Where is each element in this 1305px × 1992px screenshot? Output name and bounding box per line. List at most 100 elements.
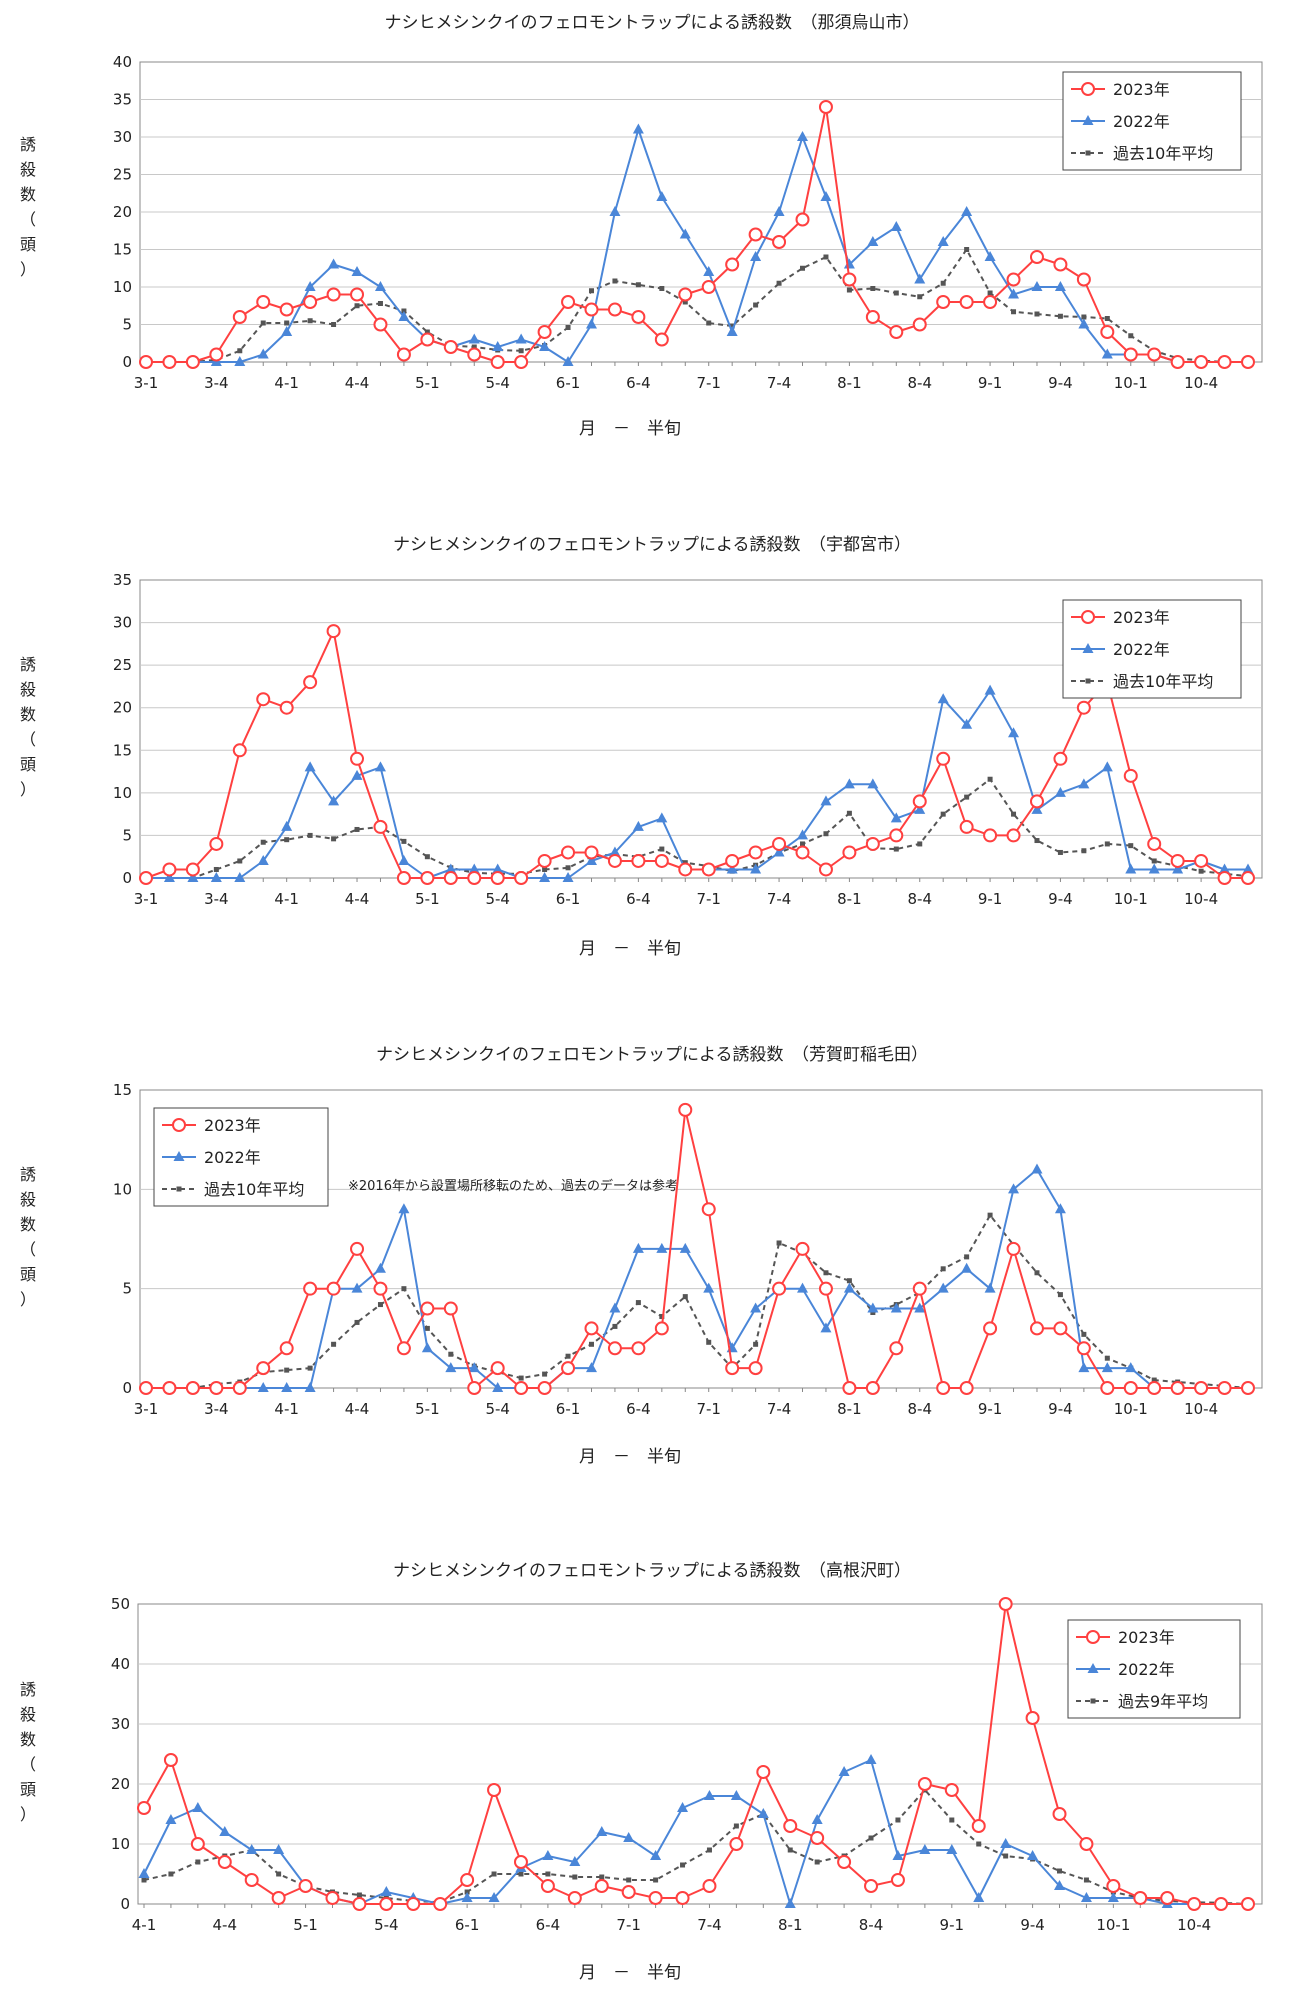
x-axis-label: 月 － 半旬 (579, 939, 681, 959)
legend-label-average: 過去10年平均 (1113, 672, 1213, 691)
data-point (351, 769, 363, 780)
data-point (584, 845, 599, 860)
x-tick-label: 5-1 (415, 1400, 440, 1418)
data-point (890, 221, 902, 231)
data-point (163, 1753, 178, 1767)
data-point (650, 1850, 662, 1860)
data-point (213, 866, 219, 872)
data-point (964, 1254, 970, 1260)
data-point (1008, 1183, 1020, 1194)
data-point (843, 778, 855, 789)
data-point (281, 326, 293, 336)
data-point (811, 1814, 823, 1824)
data-point (868, 1835, 874, 1841)
x-tick-label: 8-4 (859, 1916, 884, 1934)
data-point (138, 1868, 150, 1878)
data-point (870, 286, 876, 291)
data-point (539, 872, 551, 882)
chart-title: ナシヒメシンクイのフェロモントラップによる誘殺数 （那須烏山市） (385, 13, 920, 33)
series-lines (139, 624, 1255, 885)
data-point (1100, 1381, 1115, 1395)
x-axis-ticks: 3-1 3-4 4-1 4-4 5-1 5-4 6-1 6-4 7-1 7-4 8-1 8-4 9-1 9… (134, 1388, 1249, 1418)
data-point (545, 1871, 551, 1877)
data-point (612, 1323, 618, 1329)
data-point (757, 1808, 769, 1818)
legend-symbol-2023 (1071, 610, 1105, 624)
x-tick-label: 4-4 (213, 1916, 238, 1934)
data-point (1160, 1891, 1175, 1905)
data-point (1125, 1362, 1137, 1373)
data-point (959, 819, 974, 834)
data-point (937, 1282, 949, 1293)
data-point (1151, 858, 1157, 864)
data-point (588, 288, 594, 294)
data-point (682, 1294, 688, 1300)
data-point (917, 294, 923, 300)
data-point (424, 329, 430, 335)
data-point (406, 1897, 421, 1911)
x-tick-label: 3-4 (204, 890, 229, 908)
data-point (846, 1278, 852, 1284)
data-point (1217, 1381, 1232, 1395)
x-tick-label: 4-1 (274, 890, 299, 908)
data-point (518, 1871, 524, 1877)
data-point (401, 1286, 407, 1292)
data-point (1147, 1381, 1162, 1395)
x-tick-label: 6-4 (626, 374, 651, 392)
x-tick-label: 5-4 (485, 1400, 510, 1418)
data-point (1081, 1331, 1087, 1337)
x-tick-label: 7-1 (616, 1916, 641, 1934)
data-point (912, 317, 927, 332)
legend-marker (176, 1186, 182, 1192)
data-point (961, 1262, 973, 1273)
chart-utsunomiya: ナシヒメシンクイのフェロモントラップによる誘殺数 （宇都宮市） 0 5 10 15 20… (20, 535, 1263, 959)
data-point (445, 1362, 457, 1373)
data-point (232, 1381, 247, 1395)
data-point (162, 1381, 177, 1395)
data-point (784, 1898, 796, 1908)
data-point (654, 1321, 669, 1336)
data-point (328, 795, 340, 806)
data-point (659, 286, 665, 291)
data-point (219, 1826, 231, 1836)
data-point (1053, 751, 1068, 766)
y-label-char: 殺 (20, 1705, 36, 1724)
chart-title: ナシヒメシンクイのフェロモントラップによる誘殺数 （高根沢町） (393, 1561, 911, 1581)
data-point (607, 1341, 622, 1356)
data-point (837, 1855, 852, 1869)
y-tick-label: 40 (113, 53, 132, 71)
legend-label-2022: 2022年 (1113, 640, 1170, 659)
data-point (162, 862, 177, 877)
y-tick-label: 30 (113, 128, 132, 146)
data-point (701, 862, 716, 877)
x-tick-label: 7-1 (696, 374, 721, 392)
data-point (326, 287, 341, 302)
data-point (139, 355, 153, 369)
data-point (895, 1817, 901, 1823)
data-point (1011, 811, 1017, 817)
data-point (725, 853, 740, 868)
series-s2023 (139, 1102, 1255, 1395)
data-point (1076, 700, 1091, 715)
data-point (917, 841, 923, 847)
x-tick-label: 6-4 (626, 890, 651, 908)
data-point (514, 871, 529, 885)
data-point (234, 356, 246, 366)
x-tick-label: 10-1 (1114, 890, 1148, 908)
x-tick-label: 5-4 (485, 890, 510, 908)
data-point (959, 1381, 974, 1395)
data-point (678, 862, 693, 877)
data-point (1241, 1381, 1255, 1395)
data-point (350, 751, 365, 766)
x-tick-label: 5-1 (293, 1916, 318, 1934)
data-point (1128, 333, 1134, 339)
data-point (1034, 838, 1040, 844)
x-tick-label: 9-4 (1048, 890, 1073, 908)
legend-label-2023: 2023年 (204, 1116, 261, 1135)
data-point (374, 1262, 386, 1273)
data-point (795, 212, 810, 227)
data-point (795, 845, 810, 860)
data-point (567, 1891, 582, 1905)
data-point (257, 348, 269, 359)
